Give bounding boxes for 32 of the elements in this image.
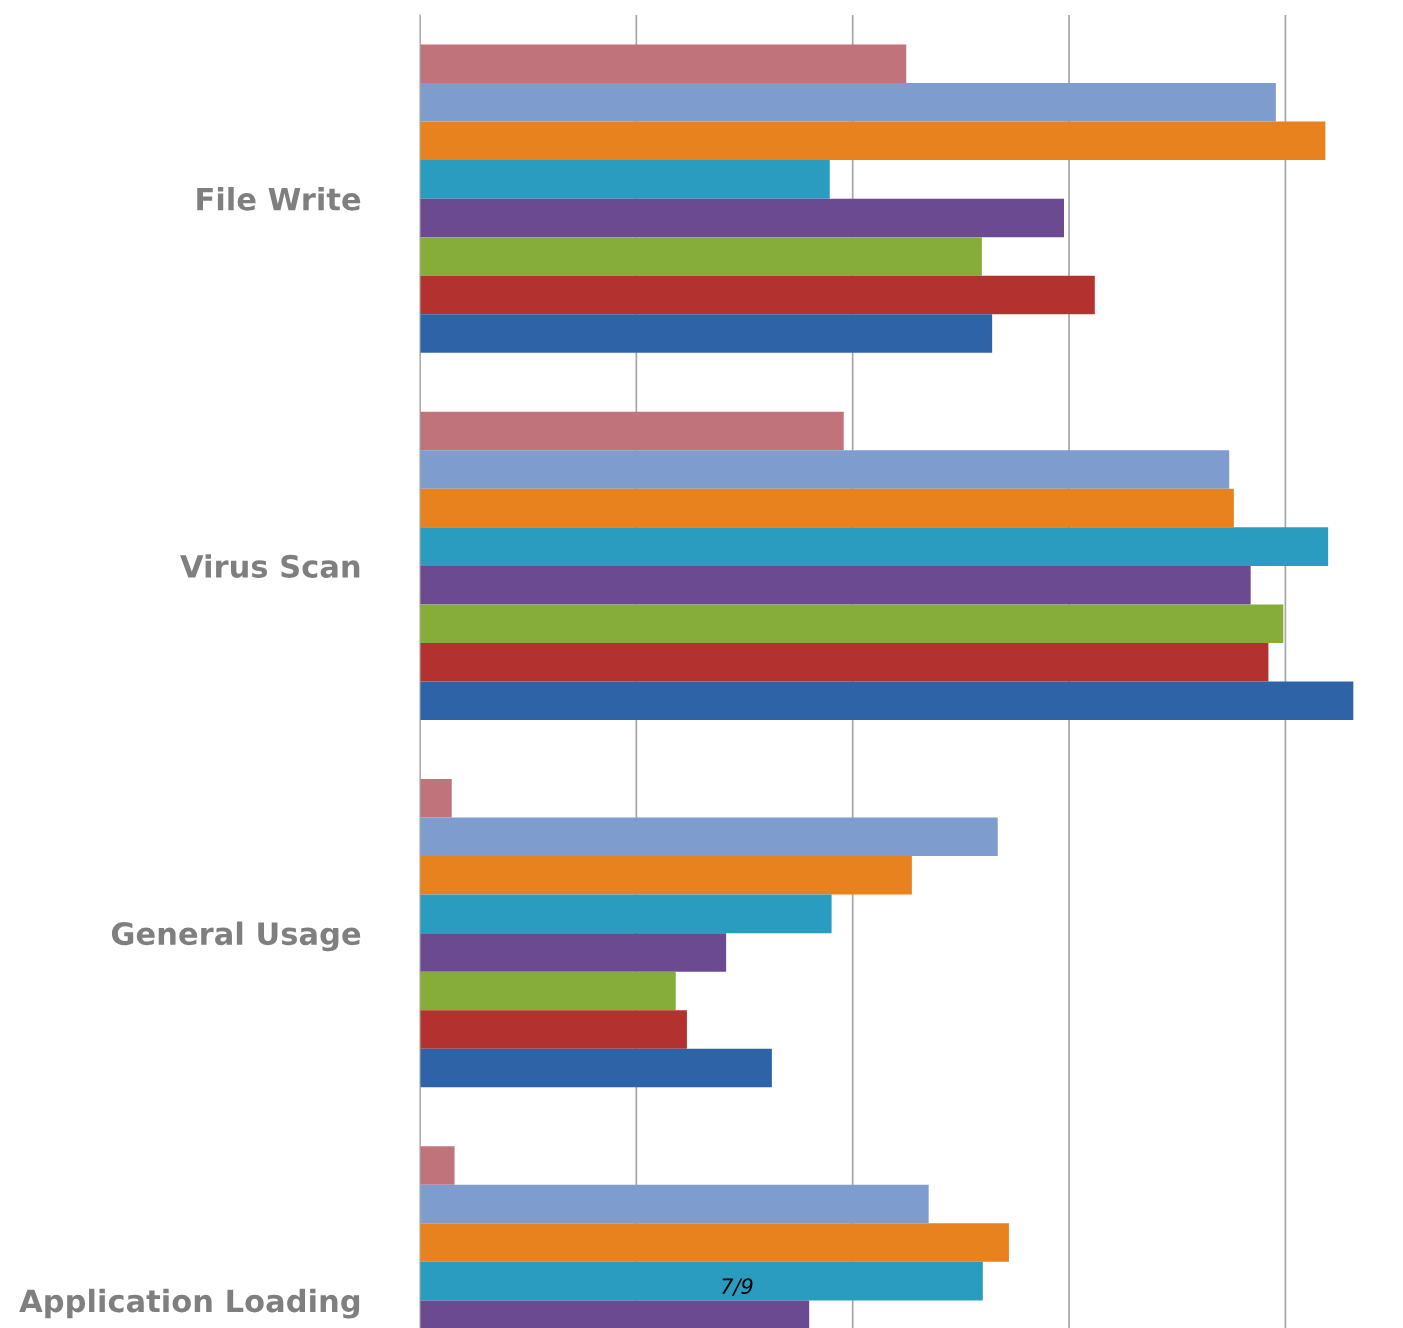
bar	[420, 643, 1269, 682]
bar	[420, 314, 993, 353]
bar	[420, 82, 1276, 122]
bar	[420, 121, 1326, 161]
bar	[420, 450, 1230, 489]
y-tick-label: File Write	[197, 187, 361, 211]
y-tick-label: General Usage	[111, 921, 361, 952]
bar	[420, 44, 907, 83]
bar	[420, 1010, 687, 1049]
bar	[420, 856, 912, 895]
bar	[420, 565, 1251, 605]
bar	[420, 971, 676, 1011]
y-tick-label: Virus Scan	[180, 554, 360, 578]
bar	[420, 1184, 929, 1224]
bar	[420, 1048, 772, 1088]
bar	[420, 527, 1329, 566]
bar	[420, 160, 830, 199]
bar	[420, 681, 1354, 721]
bar	[420, 488, 1234, 528]
bar	[420, 894, 832, 934]
y-tick-label: Application Loading	[19, 1288, 360, 1319]
bar	[420, 1146, 455, 1185]
annotation: 7/9	[722, 1278, 753, 1296]
bar	[420, 198, 1064, 238]
bar	[420, 411, 844, 451]
bar	[420, 933, 727, 972]
bar	[420, 778, 452, 818]
bar	[420, 275, 1095, 315]
bar	[420, 817, 998, 856]
bar	[420, 237, 982, 276]
bar	[420, 1223, 1009, 1262]
bar	[420, 604, 1284, 643]
